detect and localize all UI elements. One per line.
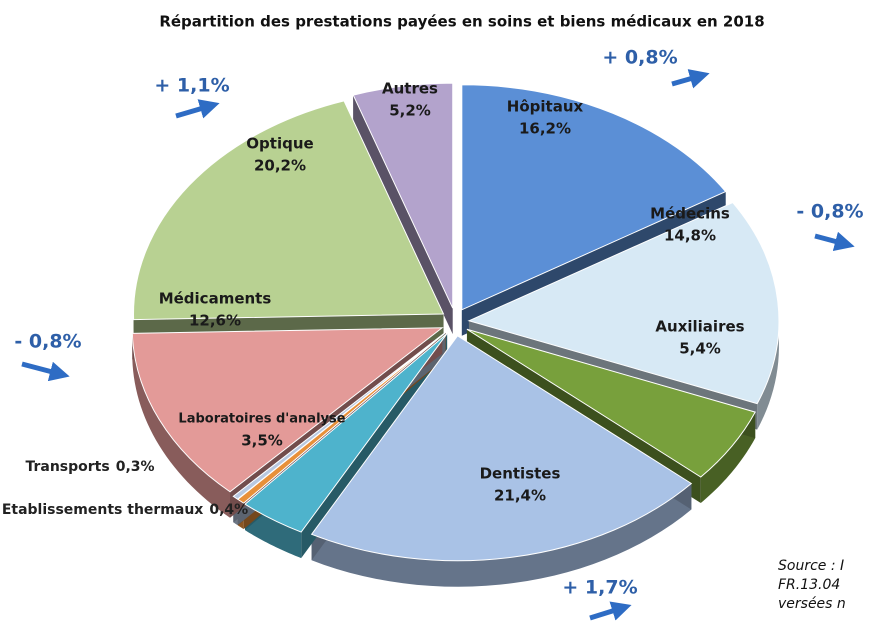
category-label: Laboratoires d'analyse (178, 412, 345, 427)
category-label: Etablissements thermaux (2, 502, 204, 518)
slice (466, 328, 756, 478)
value-label: 5,2% (389, 102, 431, 120)
slice (352, 82, 454, 309)
slice-wall (353, 95, 453, 335)
slice (133, 100, 445, 321)
value-label: 14,8% (664, 227, 716, 245)
category-label: Hôpitaux (507, 98, 584, 116)
source-note: FR.13.04 (778, 577, 840, 593)
category-label: Optique (246, 135, 313, 153)
value-label: 5,4% (679, 340, 721, 358)
annotation: + 0,8% (602, 47, 677, 69)
value-label: 3,5% (241, 432, 283, 450)
annotation: + 1,1% (154, 75, 229, 97)
slice-label: Etablissements thermaux 0,4% (2, 502, 248, 518)
slice-label: Transports 0,3% (25, 459, 154, 475)
value-label: 0,4% (209, 502, 248, 518)
value-label: 12,6% (189, 312, 241, 330)
slice-side (132, 333, 231, 518)
source-note: Source : I (778, 558, 844, 574)
category-label: Médicaments (159, 290, 272, 308)
chart-title: Répartition des prestations payées en so… (159, 13, 764, 31)
slice-side (311, 483, 692, 587)
category-label: Transports (25, 459, 109, 475)
category-label: Médecins (650, 205, 730, 223)
annotation: - 0,8% (796, 201, 863, 223)
value-label: 21,4% (494, 487, 546, 505)
slice (244, 333, 448, 533)
slice (310, 335, 693, 562)
pie (131, 82, 780, 587)
value-label: 16,2% (519, 120, 571, 138)
category-label: Auxiliaires (655, 318, 744, 336)
source-note: versées n (778, 596, 846, 612)
slice (232, 331, 446, 500)
slice-side (700, 412, 756, 504)
value-label: 20,2% (254, 157, 306, 175)
slice (467, 201, 780, 405)
category-label: Dentistes (480, 465, 561, 483)
slice (461, 84, 727, 311)
category-label: Autres (382, 80, 438, 98)
slice (131, 327, 444, 493)
annotation-arrows (21, 69, 855, 621)
value-label: 0,3% (116, 459, 155, 475)
annotation: + 1,7% (562, 577, 637, 599)
annotation: - 0,8% (14, 331, 81, 353)
